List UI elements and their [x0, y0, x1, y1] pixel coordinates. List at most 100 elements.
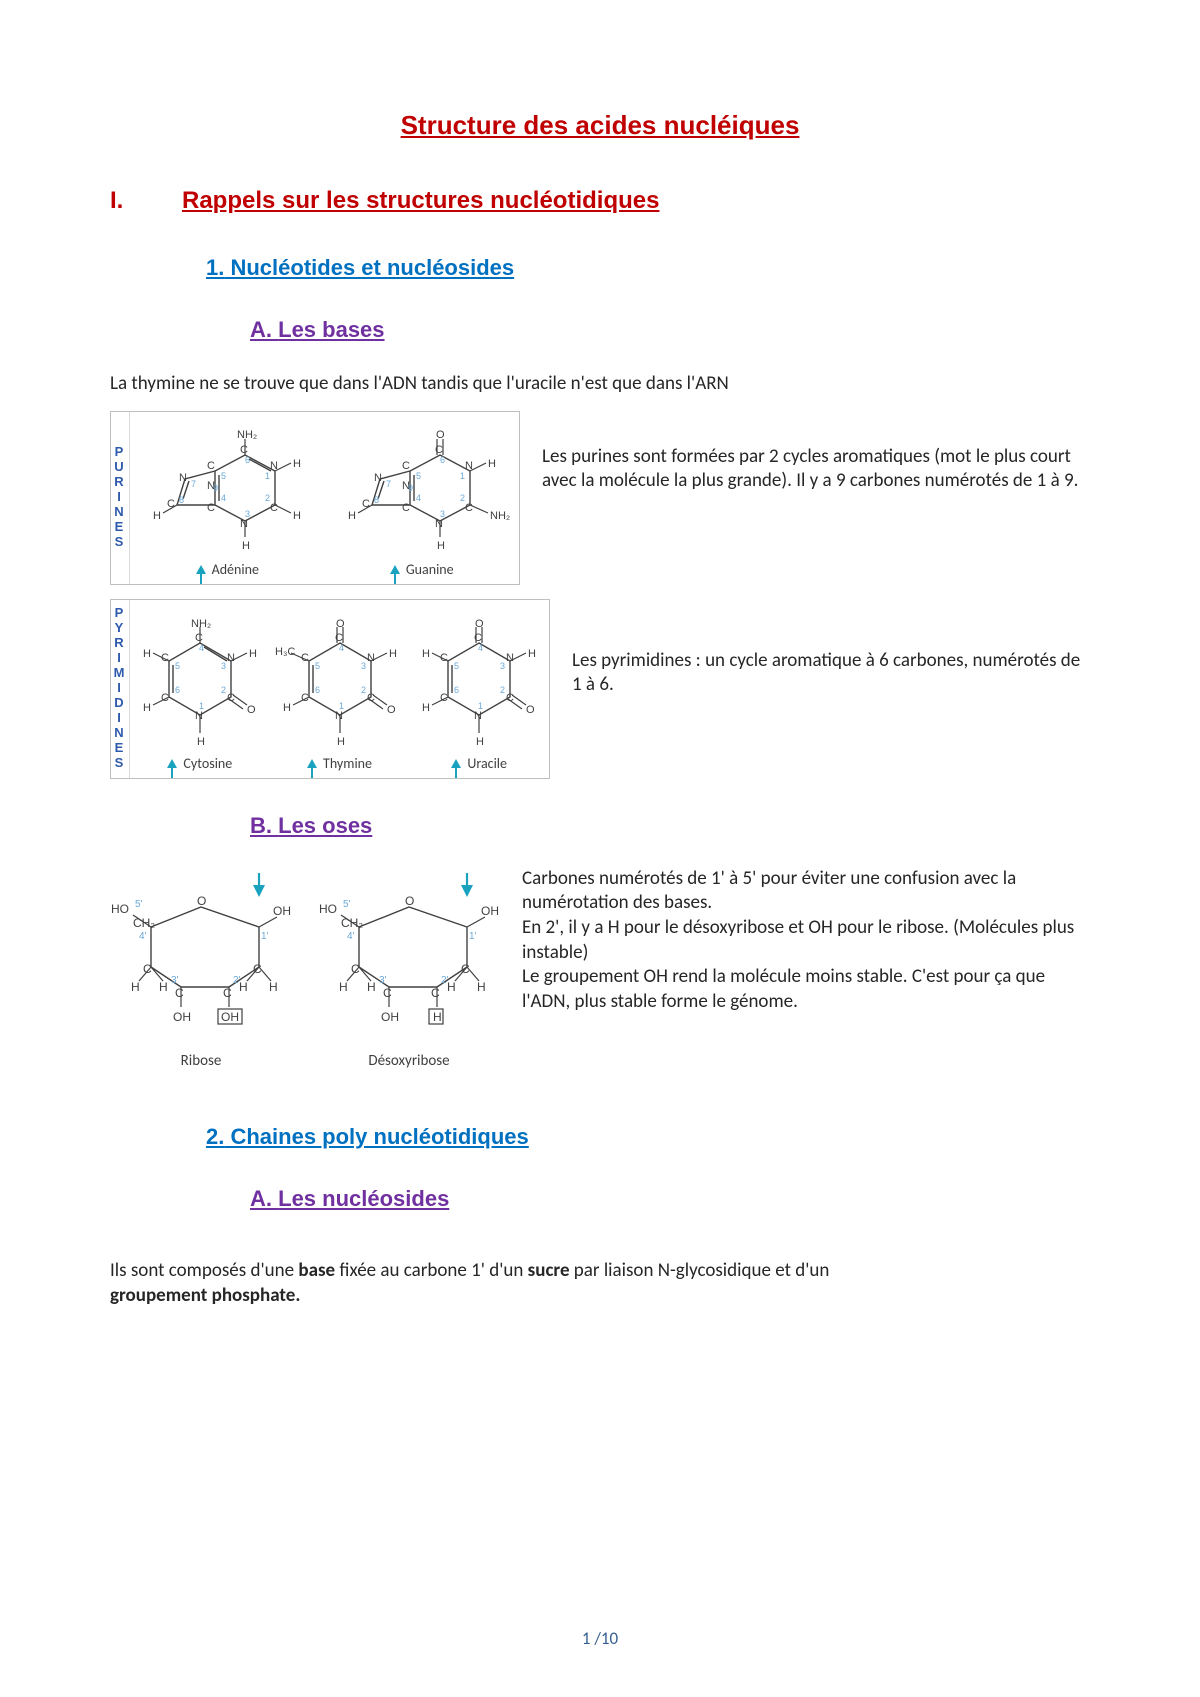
up-arrow-icon	[167, 759, 177, 768]
svg-text:8: 8	[179, 495, 184, 505]
heading-1-num: 1.	[206, 255, 224, 280]
svg-text:C: C	[383, 986, 392, 1000]
heading-2a-num: A.	[250, 1186, 272, 1211]
svg-text:2: 2	[460, 493, 465, 503]
svg-text:H: H	[422, 648, 430, 660]
svg-text:N: N	[227, 652, 235, 664]
svg-text:H: H	[197, 736, 205, 748]
nucleo-phosphate: groupement phosphate.	[110, 1284, 300, 1307]
svg-text:N: N	[506, 652, 514, 664]
purines-label: PURINES	[111, 412, 130, 584]
nucleo-prefix: Ils sont composés d'une	[110, 1259, 298, 1282]
heading-i-num: I.	[110, 187, 182, 215]
svg-text:C: C	[175, 986, 184, 1000]
svg-text:C: C	[223, 986, 232, 1000]
guanine-cell: O H NH₂ H H NC NC CC NC N 12	[325, 412, 520, 584]
ribose-cell: O HO CH₂ OH CC HH HH CC OH OH	[110, 867, 292, 1070]
svg-text:HO: HO	[319, 902, 337, 916]
svg-text:5: 5	[454, 661, 459, 671]
svg-text:1: 1	[339, 701, 344, 711]
svg-text:H: H	[293, 458, 301, 470]
heading-i-text: Rappels sur les structures nucléotidique…	[182, 187, 659, 214]
svg-text:C: C	[207, 502, 215, 514]
pyrimidines-label: PYRIMIDINES	[111, 600, 130, 778]
svg-text:7: 7	[191, 479, 196, 489]
svg-text:4': 4'	[139, 931, 147, 942]
guanine-structure-icon: O H NH₂ H H NC NC CC NC N 12	[332, 427, 512, 557]
svg-text:5': 5'	[343, 899, 351, 910]
svg-text:OH: OH	[381, 1010, 399, 1024]
svg-text:H: H	[131, 980, 140, 994]
svg-text:H: H	[242, 540, 250, 552]
svg-text:2: 2	[265, 493, 270, 503]
svg-text:6: 6	[454, 685, 459, 695]
up-arrow-icon	[196, 565, 206, 574]
up-arrow-icon	[451, 759, 461, 768]
svg-text:3': 3'	[171, 975, 179, 986]
oses-description: Carbones numérotés de 1' à 5' pour évite…	[522, 867, 1090, 1015]
svg-text:H: H	[153, 510, 161, 522]
svg-text:3: 3	[221, 661, 226, 671]
svg-text:O: O	[436, 429, 445, 441]
svg-text:H: H	[437, 540, 445, 552]
uracile-label: Uracile	[467, 755, 507, 772]
svg-text:C: C	[227, 692, 235, 704]
svg-text:2': 2'	[441, 975, 449, 986]
svg-text:1: 1	[199, 701, 204, 711]
svg-text:6: 6	[175, 685, 180, 695]
purines-figure: PURINES	[110, 411, 520, 585]
svg-text:4: 4	[339, 643, 344, 653]
svg-text:C: C	[301, 652, 309, 664]
nucleo-base: base	[298, 1259, 335, 1282]
purines-row: PURINES	[110, 411, 1090, 585]
svg-text:6: 6	[315, 685, 320, 695]
svg-text:C: C	[440, 652, 448, 664]
svg-text:NH₂: NH₂	[191, 619, 211, 630]
heading-1-text: Nucléotides et nucléosides	[230, 255, 514, 280]
heading-1b: B. Les oses	[250, 813, 1090, 839]
oses-row: O HO CH₂ OH CC HH HH CC OH OH	[110, 867, 1090, 1070]
nucleo-mid2: par liaison N-glycosidique et d'un	[570, 1259, 830, 1282]
svg-text:H: H	[283, 702, 291, 714]
svg-text:N: N	[195, 710, 203, 722]
svg-text:N: N	[270, 460, 278, 472]
oses-p1: Carbones numérotés de 1' à 5' pour évite…	[522, 867, 1016, 915]
svg-text:6: 6	[245, 455, 250, 465]
svg-text:N: N	[367, 652, 375, 664]
svg-text:C: C	[351, 962, 360, 976]
svg-text:H: H	[269, 980, 278, 994]
heading-1a-text: Les bases	[278, 317, 384, 342]
svg-text:H: H	[433, 1010, 442, 1024]
nucleo-sucre: sucre	[528, 1259, 570, 1282]
pyrimidines-description: Les pyrimidines : un cycle aromatique à …	[572, 599, 1090, 698]
uracile-cell: O H O H H H CN CN CC 32 16	[409, 600, 549, 778]
svg-text:C: C	[167, 498, 175, 510]
svg-text:N: N	[374, 472, 382, 484]
svg-text:1: 1	[460, 471, 465, 481]
adenine-label: Adénine	[212, 561, 259, 578]
svg-text:OH: OH	[221, 1010, 239, 1024]
up-arrow-icon	[307, 759, 317, 768]
svg-text:H: H	[337, 736, 345, 748]
svg-text:3: 3	[361, 661, 366, 671]
svg-text:3': 3'	[379, 975, 387, 986]
svg-text:H: H	[339, 980, 348, 994]
svg-text:C: C	[431, 986, 440, 1000]
ribose-structure-icon: O HO CH₂ OH CC HH HH CC OH OH	[111, 867, 291, 1037]
cytosine-structure-icon: NH₂ H O H H H CN CN CC 32 16	[135, 619, 265, 751]
svg-text:H: H	[249, 648, 257, 660]
guanine-label: Guanine	[406, 561, 454, 578]
oses-p2: En 2', il y a H pour le désoxyribose et …	[522, 916, 1074, 964]
svg-text:NH₂: NH₂	[237, 429, 257, 441]
svg-text:4: 4	[478, 643, 483, 653]
pyrimidines-figure: PYRIMIDINES	[110, 599, 550, 779]
svg-text:9: 9	[213, 483, 218, 493]
svg-text:5: 5	[175, 661, 180, 671]
svg-text:1: 1	[265, 471, 270, 481]
svg-text:1': 1'	[261, 931, 269, 942]
svg-text:H: H	[293, 510, 301, 522]
svg-text:H: H	[348, 510, 356, 522]
svg-text:H: H	[488, 458, 496, 470]
thymine-structure-icon: O H O H H H₃C CN CN CC 32 16	[275, 619, 405, 751]
svg-text:5: 5	[416, 471, 421, 481]
